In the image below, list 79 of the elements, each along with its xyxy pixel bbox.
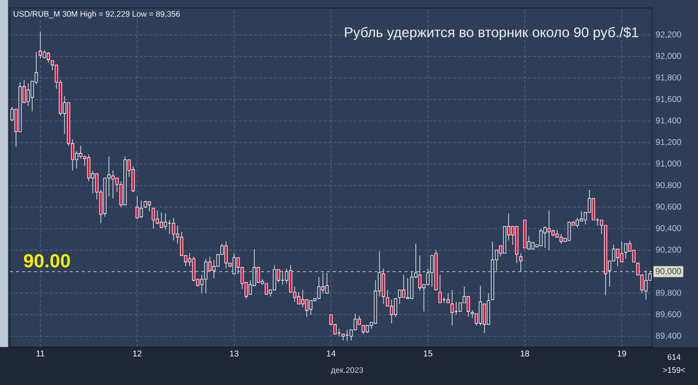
y-tick-label: 91,200 (656, 139, 682, 146)
candlestick (325, 272, 329, 294)
x-tick-label: 12 (133, 350, 142, 356)
candlestick (438, 274, 442, 304)
text: Рубль удержится во вторник около 90 руб./$1 (345, 26, 638, 40)
candlestick (232, 253, 236, 274)
y-tick-label: 91,000 (656, 160, 682, 168)
candlestick (466, 296, 470, 318)
y-tick-label: 89,400 (656, 332, 682, 340)
candlestick (450, 290, 454, 326)
candlestick (164, 213, 168, 230)
candlestick (309, 300, 312, 316)
candlestick (317, 276, 320, 299)
candlestick (136, 196, 139, 220)
candlestick (192, 256, 196, 282)
y-tick-label: 91,400 (656, 118, 682, 124)
y-tick-label: 91,600 (656, 96, 682, 103)
candlestick (148, 201, 151, 212)
candlestick (152, 208, 155, 229)
x-tick-label: 18 (520, 350, 530, 357)
y-tick-label: 89,600 (656, 311, 682, 318)
candlestick (26, 83, 30, 106)
candlestick (454, 302, 458, 316)
candlestick (580, 211, 583, 222)
y-tick-label: 90,400 (656, 225, 682, 232)
candlestick (519, 253, 522, 272)
candlestick (390, 299, 394, 324)
candlestick (272, 264, 276, 290)
y-tick-label: 92,000 (656, 52, 682, 60)
candlestick (410, 271, 414, 299)
y-tick-label: 90,800 (656, 182, 682, 190)
candlestick (46, 52, 50, 64)
candlestick (224, 241, 228, 269)
candlestick (382, 268, 386, 304)
candlestick (87, 154, 90, 182)
candlestick (264, 283, 268, 295)
candlestick (543, 226, 547, 248)
candlestick (256, 267, 260, 283)
candlestick (418, 255, 422, 292)
candlestick (539, 228, 543, 246)
y-tick-label: 91,800 (656, 74, 682, 82)
candlestick (616, 248, 620, 267)
candlestick (430, 255, 434, 288)
y-tick-label: 92,200 (656, 31, 682, 38)
candlestick (406, 278, 410, 299)
candlestick (111, 170, 115, 199)
candlestick (79, 145, 82, 159)
candlestick (482, 304, 486, 334)
candlestick (398, 290, 402, 304)
x-tick-label: 14 (326, 350, 336, 356)
ref-line-label: 90,000 (656, 268, 681, 276)
candlestick (624, 243, 628, 260)
candlestick (160, 212, 164, 228)
candlestick (402, 274, 406, 298)
candlestick (172, 218, 176, 241)
y-tick-label: 90,200 (656, 246, 682, 254)
candlestick (560, 234, 563, 244)
x-tick-label: 19 (618, 350, 626, 357)
y-tick-label: 89,800 (656, 290, 682, 297)
candlestick (297, 292, 300, 304)
candlestick (140, 200, 143, 218)
x-tick-label: 13 (230, 350, 238, 357)
x-tick-label: 11 (36, 350, 44, 356)
annotation: 90.00 (24, 254, 70, 268)
x-tick-label: 15 (424, 350, 432, 356)
candlestick (486, 292, 490, 325)
candlestick (478, 285, 482, 326)
candlestick (156, 210, 159, 225)
candlestick (620, 241, 624, 262)
candlestick (38, 31, 42, 59)
y-tick-label: 90,600 (656, 204, 682, 211)
candlestick (576, 218, 579, 228)
candlestick (592, 198, 596, 220)
candlestick (305, 299, 308, 318)
candlestick (568, 222, 571, 241)
candlestick (644, 270, 648, 300)
candlestick (301, 290, 304, 308)
candlestick (394, 298, 398, 318)
candlestick (204, 258, 208, 294)
